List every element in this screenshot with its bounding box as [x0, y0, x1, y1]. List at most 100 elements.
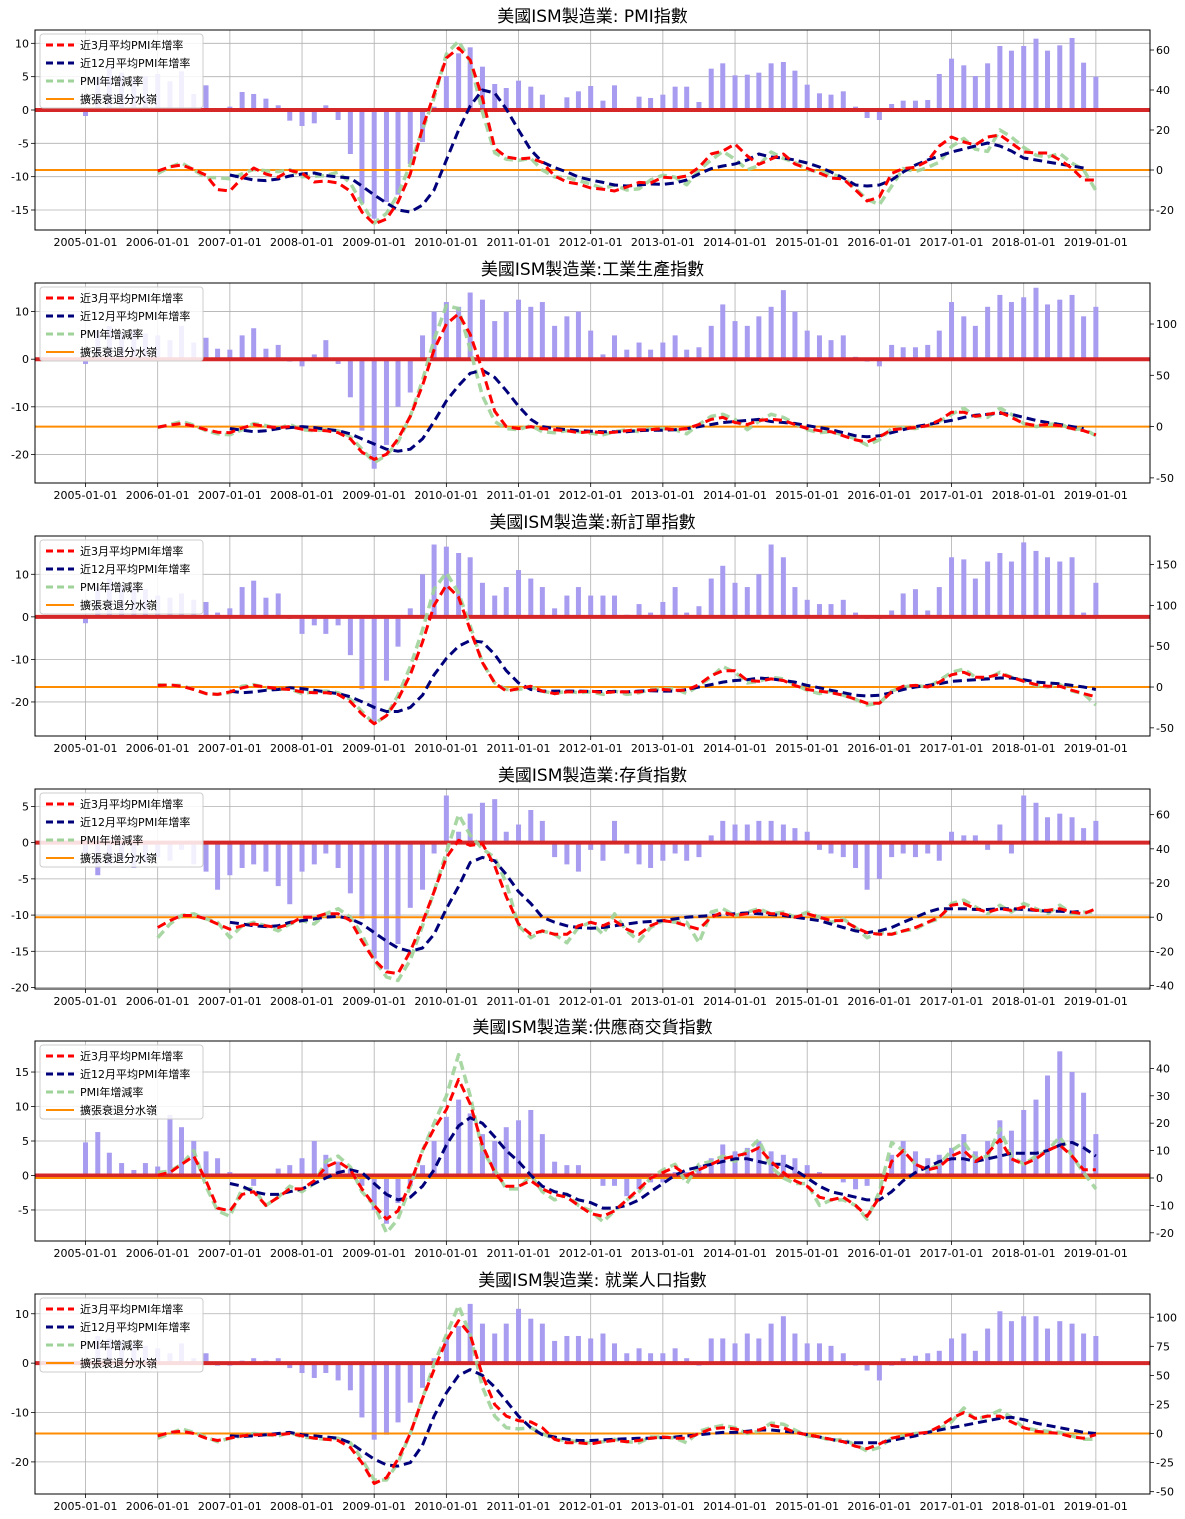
- y-right-tick-label: 30: [1156, 1090, 1170, 1103]
- bar: [106, 1152, 112, 1176]
- bar: [672, 86, 678, 110]
- bar: [925, 842, 931, 854]
- legend-label-threshold: 擴張衰退分水嶺: [80, 1103, 157, 1117]
- bar: [492, 799, 498, 843]
- bar: [672, 842, 678, 854]
- bar: [1033, 1099, 1039, 1176]
- bar: [816, 842, 822, 850]
- bar: [420, 842, 426, 890]
- y-right-tick-label: 60: [1156, 44, 1170, 57]
- x-tick-label: 2019-01-01: [1064, 489, 1128, 502]
- x-tick-label: 2013-01-01: [631, 1247, 695, 1260]
- bar: [575, 587, 581, 617]
- bar: [1033, 550, 1039, 617]
- legend-label-ma3: 近3月平均PMI年增率: [80, 797, 183, 811]
- bar: [900, 593, 906, 617]
- x-tick-label: 2006-01-01: [126, 489, 190, 502]
- bar: [684, 349, 690, 360]
- y-right-tick-label: 100: [1156, 318, 1177, 331]
- y-right-tick-label: 100: [1156, 1311, 1177, 1324]
- bar: [972, 835, 978, 843]
- bar: [648, 612, 654, 617]
- bar: [575, 1165, 581, 1176]
- x-tick-label: 2017-01-01: [920, 1500, 984, 1513]
- legend-label-ma3: 近3月平均PMI年增率: [80, 544, 183, 558]
- x-tick-label: 2008-01-01: [270, 1247, 334, 1260]
- bar: [251, 328, 257, 360]
- legend-label-yoy: PMI年增減率: [80, 1085, 143, 1099]
- bar: [816, 604, 822, 617]
- legend-label-ma3: 近3月平均PMI年增率: [80, 1302, 183, 1316]
- bar: [732, 75, 738, 110]
- bar: [672, 587, 678, 617]
- x-tick-label: 2018-01-01: [992, 995, 1056, 1008]
- series-yoy-line: [157, 570, 1098, 726]
- bar: [624, 1353, 630, 1364]
- bar: [83, 110, 89, 116]
- bar: [708, 1338, 714, 1364]
- bar: [1057, 45, 1063, 111]
- bar: [925, 100, 931, 110]
- bar: [961, 1134, 967, 1176]
- x-tick-label: 2007-01-01: [198, 489, 262, 502]
- x-tick-label: 2013-01-01: [631, 995, 695, 1008]
- y-right-tick-label: 0: [1156, 1428, 1163, 1441]
- bar: [612, 335, 618, 360]
- x-tick-label: 2019-01-01: [1064, 742, 1128, 755]
- y-right-tick-label: 75: [1156, 1340, 1170, 1353]
- bar: [1045, 304, 1051, 360]
- bar: [1057, 561, 1063, 617]
- y-left-tick-label: 0: [22, 611, 29, 624]
- x-tick-label: 2009-01-01: [342, 1247, 406, 1260]
- bar: [600, 100, 606, 110]
- bar: [299, 1158, 305, 1176]
- bar: [600, 1175, 606, 1186]
- bar: [371, 1175, 377, 1210]
- legend-label-threshold: 擴張衰退分水嶺: [80, 851, 157, 865]
- bar: [179, 1127, 185, 1176]
- bar: [251, 580, 257, 617]
- y-left-tick-label: -10: [11, 401, 29, 414]
- x-tick-label: 2013-01-01: [631, 1500, 695, 1513]
- bar: [876, 110, 882, 120]
- bar: [1057, 1051, 1063, 1176]
- bar: [660, 842, 666, 861]
- bar: [612, 820, 618, 843]
- bar: [768, 63, 774, 110]
- y-left-tick-label: -20: [11, 696, 29, 709]
- bar: [383, 1363, 389, 1435]
- bar: [636, 96, 642, 110]
- series-yoy-line: [157, 1303, 1096, 1482]
- legend-label-ma3: 近3月平均PMI年增率: [80, 291, 183, 305]
- y-right-tick-label: -20: [1156, 945, 1174, 958]
- y-right-tick-label: 150: [1156, 559, 1177, 572]
- bar: [636, 842, 642, 865]
- bar: [516, 1120, 522, 1176]
- legend-box: [39, 792, 204, 868]
- bar: [407, 359, 413, 393]
- bar: [660, 342, 666, 360]
- bar: [83, 616, 89, 624]
- x-tick-label: 2017-01-01: [920, 1247, 984, 1260]
- bar: [395, 1363, 401, 1423]
- bar: [1033, 1316, 1039, 1364]
- bar: [492, 1141, 498, 1176]
- bar: [828, 842, 834, 854]
- bar: [985, 1141, 991, 1176]
- bar: [456, 53, 462, 110]
- bar: [371, 842, 377, 959]
- legend-label-yoy: PMI年增減率: [80, 580, 143, 594]
- bar: [263, 98, 269, 110]
- bar: [985, 561, 991, 617]
- x-tick-label: 2019-01-01: [1064, 1247, 1128, 1260]
- bar: [1008, 1321, 1014, 1364]
- x-tick-label: 2018-01-01: [992, 489, 1056, 502]
- bar: [528, 578, 534, 617]
- bar: [479, 582, 485, 617]
- y-right-tick-label: 60: [1156, 809, 1170, 822]
- chart-title: 美國ISM製造業:工業生產指數: [481, 260, 704, 280]
- bar: [684, 86, 690, 110]
- bar: [925, 610, 931, 617]
- bar: [961, 835, 967, 843]
